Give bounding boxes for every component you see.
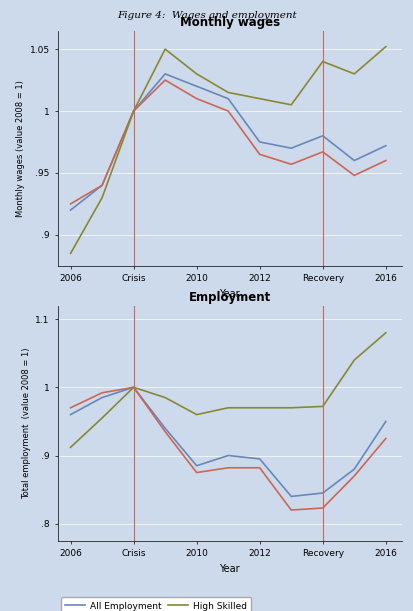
Legend: All Employment, Low Skilled, High Skilled: All Employment, Low Skilled, High Skille… xyxy=(61,597,251,611)
Title: Monthly wages: Monthly wages xyxy=(179,16,279,29)
Y-axis label: Monthly wages (value 2008 = 1): Monthly wages (value 2008 = 1) xyxy=(16,79,25,217)
Title: Employment: Employment xyxy=(188,291,270,304)
Text: Figure 4:  Wages and employment: Figure 4: Wages and employment xyxy=(117,11,296,20)
X-axis label: Year: Year xyxy=(219,288,240,299)
Y-axis label: Total employment  (value 2008 = 1): Total employment (value 2008 = 1) xyxy=(22,348,31,499)
Legend: All Employees, Low Skilled, High Skilled: All Employees, Low Skilled, High Skilled xyxy=(61,322,243,354)
X-axis label: Year: Year xyxy=(219,563,240,574)
